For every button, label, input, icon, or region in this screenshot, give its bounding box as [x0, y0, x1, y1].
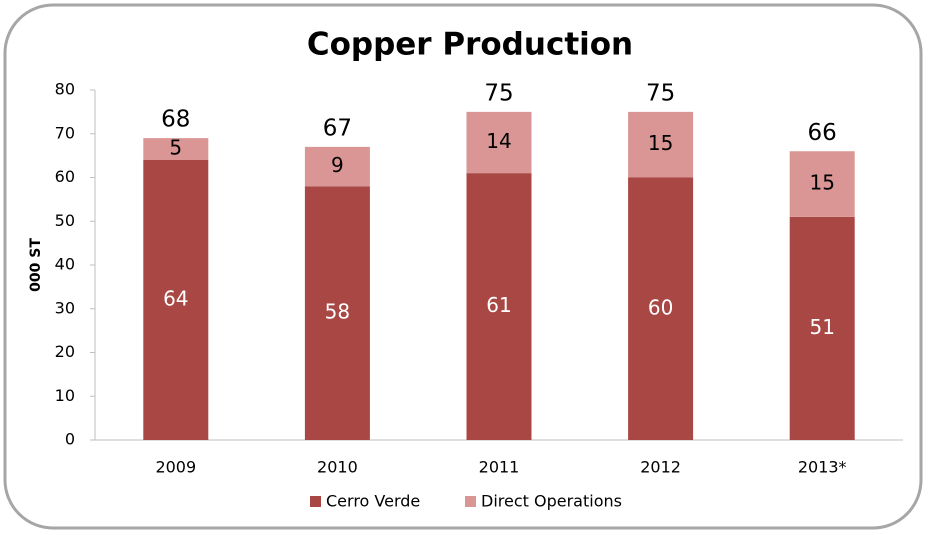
total-label: 67: [323, 115, 352, 141]
x-tick-label: 2013*: [798, 458, 847, 477]
y-tick-label: 40: [55, 255, 75, 274]
bar-segment: [789, 216, 855, 440]
y-tick-label: 60: [55, 167, 75, 186]
legend-swatch: [310, 496, 321, 507]
legend-label: Direct Operations: [481, 492, 622, 511]
bar-segment: [628, 177, 694, 440]
x-tick-label: 2012: [640, 458, 681, 477]
segment-label: 58: [325, 300, 350, 324]
bar-segment: [143, 160, 209, 440]
bar-segment: [628, 111, 694, 178]
segment-label: 15: [648, 131, 673, 155]
y-tick-label: 10: [55, 386, 75, 405]
chart-title: Copper Production: [307, 27, 633, 63]
segment-label: 9: [331, 153, 344, 177]
bar-segment: [304, 146, 370, 187]
total-label: 75: [484, 80, 513, 106]
y-tick-label: 80: [55, 80, 75, 99]
segment-label: 5: [169, 136, 182, 160]
legend-label: Cerro Verde: [326, 492, 420, 511]
bar-segment: [466, 111, 532, 174]
bar-segment: [143, 138, 209, 160]
y-tick-label: 30: [55, 298, 75, 317]
y-tick-label: 70: [55, 123, 75, 142]
x-tick-label: 2011: [479, 458, 520, 477]
total-label: 66: [808, 120, 837, 146]
x-tick-label: 2009: [155, 458, 196, 477]
segment-label: 61: [486, 293, 511, 317]
legend-swatch: [465, 496, 476, 507]
x-tick-label: 2010: [317, 458, 358, 477]
chart-frame: [3, 3, 923, 530]
bar-segment: [466, 173, 532, 440]
bar-segment: [789, 151, 855, 217]
segment-label: 51: [809, 315, 834, 339]
total-label: 68: [161, 107, 190, 133]
y-tick-label: 20: [55, 342, 75, 361]
y-tick-label: 50: [55, 211, 75, 230]
segment-label: 60: [648, 295, 673, 319]
segment-label: 14: [486, 129, 511, 153]
segment-label: 64: [163, 287, 188, 311]
total-label: 75: [646, 80, 675, 106]
segment-label: 15: [809, 171, 834, 195]
bar-segment: [304, 186, 370, 440]
y-axis-label: 000 ST: [28, 238, 44, 292]
y-tick-label: 0: [65, 430, 75, 449]
